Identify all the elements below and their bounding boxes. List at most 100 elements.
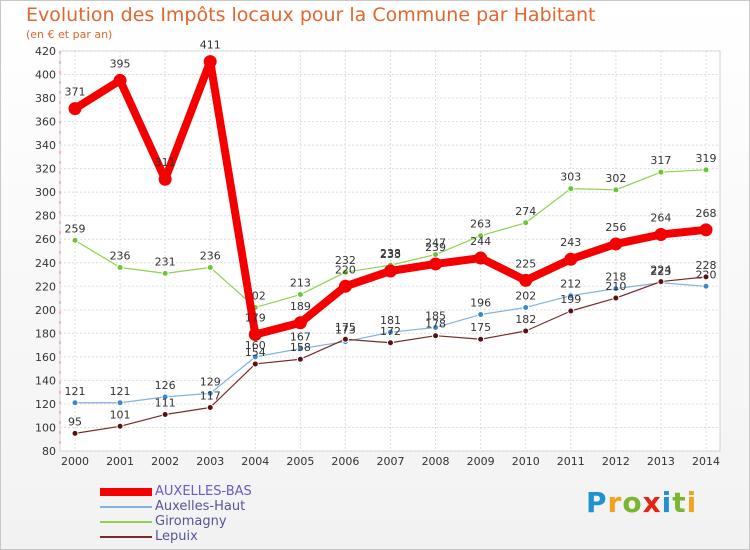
data-point [477,311,485,319]
y-tick-label: 240 [35,257,56,270]
data-point [702,166,710,174]
data-label: 247 [425,237,446,250]
data-label: 371 [65,86,86,99]
data-label: 121 [65,385,86,398]
data-label: 395 [110,57,131,70]
y-tick-label: 280 [35,210,56,223]
data-label: 154 [245,346,266,359]
data-point [477,335,485,343]
data-label: 263 [470,218,491,231]
data-point [116,399,124,407]
proxiti-logo: Proxiti [586,486,697,519]
data-point [522,219,530,227]
data-label: 175 [470,321,491,334]
data-label: 111 [155,397,176,410]
data-label: 117 [200,389,221,402]
data-point [519,273,533,287]
data-point [68,102,82,116]
x-tick-label: 2003 [196,455,224,468]
data-label: 126 [155,379,176,392]
logo-letter: i [661,486,673,519]
y-tick-label: 200 [35,304,56,317]
data-point [522,327,530,335]
data-label: 236 [110,249,131,262]
y-tick-label: 340 [35,139,56,152]
data-label: 196 [470,297,491,310]
data-point [293,316,307,330]
data-point [474,251,488,265]
y-tick-label: 400 [35,69,56,82]
data-point [657,278,665,286]
data-label: 199 [560,293,581,306]
y-tick-label: 120 [35,398,56,411]
data-label: 233 [380,248,401,261]
data-point [248,328,262,342]
legend-label: AUXELLES-BAS [155,484,252,499]
data-point [567,292,575,300]
y-tick-label: 320 [35,163,56,176]
data-label: 189 [290,300,311,313]
data-point [702,273,710,281]
data-point [657,168,665,176]
series-lepuix: 95 101 111 117 154 158 175 172 178 175 182 199 210 22… [68,259,717,437]
data-label: 232 [335,254,356,267]
data-point [567,185,575,193]
data-label: 179 [245,312,266,325]
data-label: 236 [200,249,221,262]
y-tick-label: 380 [35,92,56,105]
data-label: 225 [515,257,536,270]
logo-letter: r [607,486,623,519]
data-point [206,403,214,411]
data-label: 411 [200,39,221,52]
data-point [341,335,349,343]
series-auxelles-bas: 371 395 311 411 179 189 220 233 239 244 225 243 256 2… [65,39,717,342]
data-label: 172 [380,325,401,338]
data-point [654,228,668,242]
data-point [203,55,217,69]
data-point [612,186,620,194]
data-point [161,411,169,419]
data-point [113,73,127,87]
data-label: 302 [605,172,626,185]
data-label: 259 [65,222,86,235]
data-point [432,323,440,331]
y-tick-label: 360 [35,116,56,129]
x-tick-label: 2013 [647,455,675,468]
data-label: 244 [470,235,491,248]
logo-letter: P [586,486,608,519]
legend-label: Giromagny [155,514,227,529]
y-tick-label: 100 [35,421,56,434]
logo-letter: i [686,486,698,519]
data-label: 212 [560,278,581,291]
x-tick-label: 2001 [106,455,134,468]
data-label: 202 [515,289,536,302]
x-tick-label: 2000 [61,455,89,468]
logo-letter: t [672,486,687,519]
x-tick-label: 2004 [241,455,269,468]
data-label: 121 [110,385,131,398]
legend-swatch [100,506,152,508]
data-label: 178 [425,318,446,331]
data-label: 167 [290,331,311,344]
y-tick-label: 140 [35,374,56,387]
data-point [341,268,349,276]
data-point [71,236,79,244]
chart-subtitle: (en € et par an) [26,28,113,41]
data-point [699,223,713,237]
x-tick-label: 2012 [602,455,630,468]
y-tick-label: 80 [42,445,56,458]
data-label: 319 [696,152,717,165]
data-point [702,282,710,290]
data-point [296,291,304,299]
data-label: 173 [335,324,356,337]
x-tick-label: 2005 [286,455,314,468]
data-label: 213 [290,277,311,290]
data-label: 256 [605,221,626,234]
data-label: 239 [425,241,446,254]
data-label: 243 [560,236,581,249]
data-point [338,279,352,293]
y-tick-label: 300 [35,186,56,199]
data-label: 311 [155,156,176,169]
legend-swatch [100,521,152,523]
